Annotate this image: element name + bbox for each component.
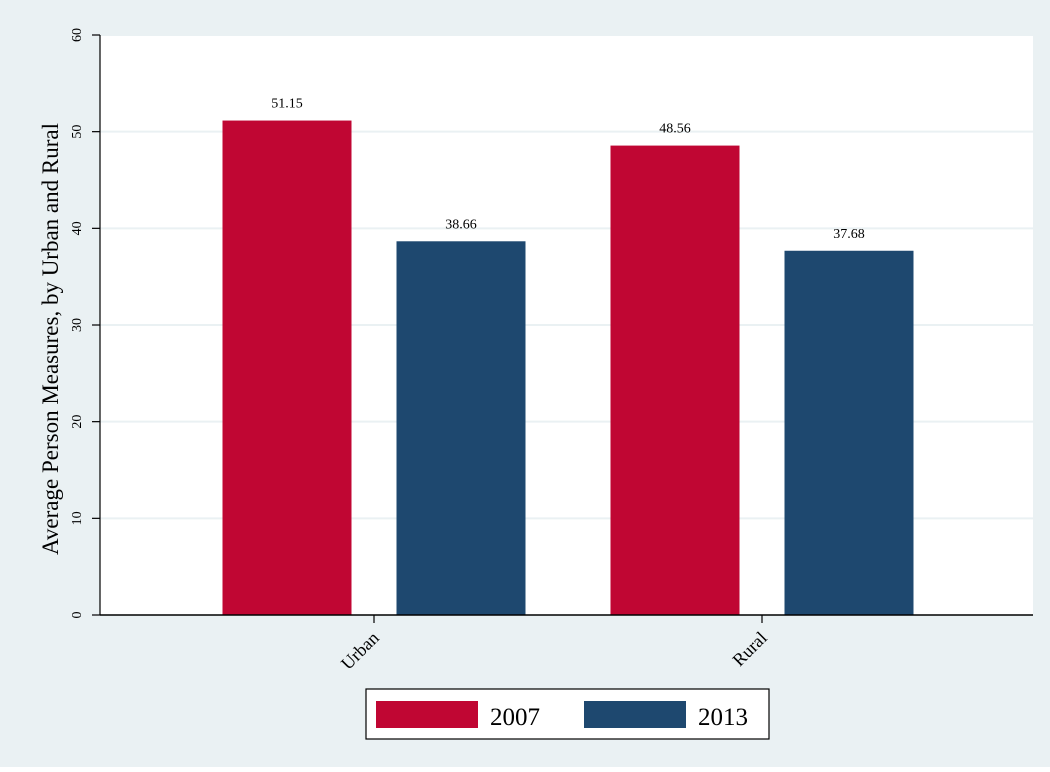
- bar-2007-rural: [610, 145, 740, 615]
- bars: [222, 120, 914, 616]
- bar-2007-urban: [222, 120, 352, 616]
- data-label-2007-urban: 51.15: [271, 97, 303, 112]
- y-tick-label-0: 0: [70, 612, 85, 619]
- bar-2013-urban: [396, 241, 526, 615]
- y-tick-label-60: 60: [70, 28, 85, 42]
- legend-label-2007: 2007: [490, 704, 540, 731]
- data-label-2013-urban: 38.66: [445, 217, 477, 232]
- data-label-2013-rural: 37.68: [833, 227, 865, 242]
- legend-swatch-2007: [376, 701, 478, 728]
- y-tick-label-50: 50: [70, 125, 85, 139]
- data-label-2007-rural: 48.56: [659, 122, 691, 137]
- y-axis-title: Average Person Measures, by Urban and Ru…: [38, 123, 63, 555]
- y-tick-label-40: 40: [70, 221, 85, 235]
- bar-2013-rural: [784, 250, 914, 615]
- legend: 2007 2013: [365, 688, 770, 740]
- legend-label-2013: 2013: [698, 704, 748, 731]
- y-tick-label-30: 30: [70, 318, 85, 332]
- y-tick-label-10: 10: [70, 511, 85, 525]
- y-tick-label-20: 20: [70, 415, 85, 429]
- data-labels: 51.15 38.66 48.56 37.68: [271, 97, 865, 242]
- legend-swatch-2013: [584, 701, 686, 728]
